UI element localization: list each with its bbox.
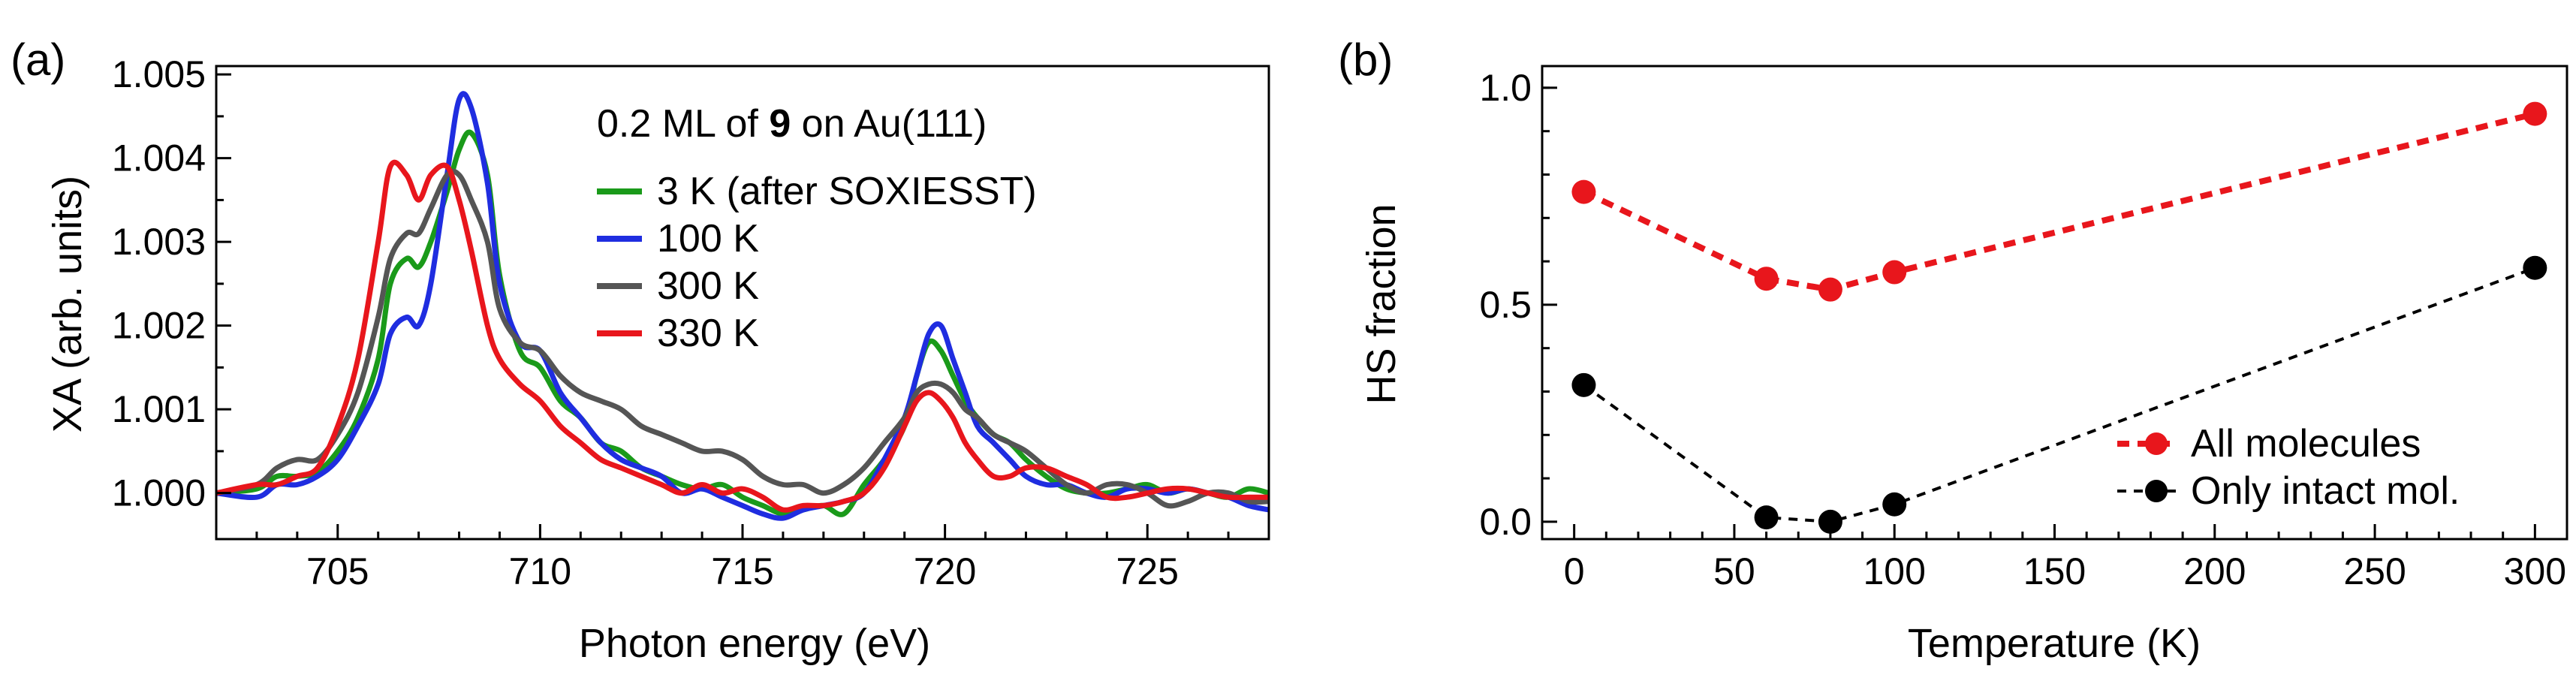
x-tick-label-710: 710 [509,550,571,592]
series-line-330-k [216,159,1269,513]
point-only-intact-mol-100k [1882,492,1907,517]
panel-a-title-prefix: 0.2 ML of [597,102,769,146]
point-all-molecules-60k [1754,267,1779,291]
x-tick-label-50: 50 [1713,550,1755,592]
panel-a-y-axis-title: XA (arb. units) [45,176,90,432]
point-only-intact-mol-80k [1818,509,1842,534]
panel-b-y-axis-title: HS fraction [1359,203,1404,404]
legend-swatch-marker-only-intact-mol [2145,480,2168,502]
y-tick-label-0-0: 0.0 [1479,501,1532,543]
legend-label-300-k: 300 K [657,264,759,308]
panel-b-series [1571,101,2547,534]
point-all-molecules-3k [1571,179,1596,204]
series-line-3-k-after-soxiesst [216,129,1269,517]
x-tick-label-720: 720 [914,550,976,592]
y-tick-label-1-004: 1.004 [112,137,206,179]
panel-a-y-ticks: 1.000 1.001 1.002 1.003 1.004 1.005 [112,53,231,514]
panel-b-x-axis-title: Temperature (K) [1908,621,2201,666]
y-tick-label-1-003: 1.003 [112,221,206,263]
x-tick-label-0: 0 [1564,550,1585,592]
legend-label-100-k: 100 K [657,217,759,261]
y-tick-label-0-5: 0.5 [1479,284,1532,326]
point-all-molecules-100k [1882,260,1907,285]
panel-a-title-bold: 9 [769,102,791,146]
panel-a-series [216,91,1269,521]
x-tick-label-725: 725 [1116,550,1179,592]
point-only-intact-mol-60k [1754,505,1779,530]
legend-swatch-marker-all-molecules [2145,432,2168,455]
panel-a-x-axis-title: Photon energy (eV) [579,621,930,666]
legend-label-330-k: 330 K [657,312,759,355]
y-tick-label-1-001: 1.001 [112,388,206,430]
panel-a: (a) 705 710 715 720 725 1.000 1.001 1.002 1.003… [11,35,1270,666]
x-tick-label-705: 705 [306,550,369,592]
y-tick-label-1-000: 1.000 [112,472,206,514]
y-tick-label-1-002: 1.002 [112,305,206,347]
panel-b-y-ticks: 0.0 0.5 1.0 [1479,67,1557,543]
x-tick-label-150: 150 [2023,550,2086,592]
legend-label-only-intact-mol: Only intact mol. [2191,469,2460,513]
x-tick-label-100: 100 [1863,550,1926,592]
legend-label-3-k-after-soxiesst: 3 K (after SOXIESST) [657,170,1037,213]
panel-a-label: (a) [11,35,65,85]
point-only-intact-mol-300k [2523,255,2547,280]
panel-a-title: 0.2 ML of 9 on Au(111) [597,102,987,146]
x-tick-label-715: 715 [711,550,773,592]
x-tick-label-250: 250 [2343,550,2406,592]
panel-b: (b) 0 50 100 150 200 250 300 0.0 0.5 1.0 Tempera… [1338,35,2568,666]
y-tick-label-1-005: 1.005 [112,53,206,95]
legend-label-all-molecules: All molecules [2191,422,2421,466]
panel-b-x-ticks: 0 50 100 150 200 250 300 [1564,524,2566,592]
series-line-all-molecules [1582,110,2536,293]
point-all-molecules-300k [2523,101,2547,126]
x-tick-label-300: 300 [2504,550,2566,592]
panel-a-title-suffix: on Au(111) [791,102,987,146]
series-line-300-k [216,168,1269,509]
panel-a-x-ticks: 705 710 715 720 725 [215,524,1270,592]
point-all-molecules-80k [1818,277,1842,302]
panel-b-label: (b) [1338,35,1393,85]
point-only-intact-mol-3k [1571,372,1596,397]
y-tick-label-1-0: 1.0 [1479,67,1532,109]
x-tick-label-200: 200 [2183,550,2246,592]
